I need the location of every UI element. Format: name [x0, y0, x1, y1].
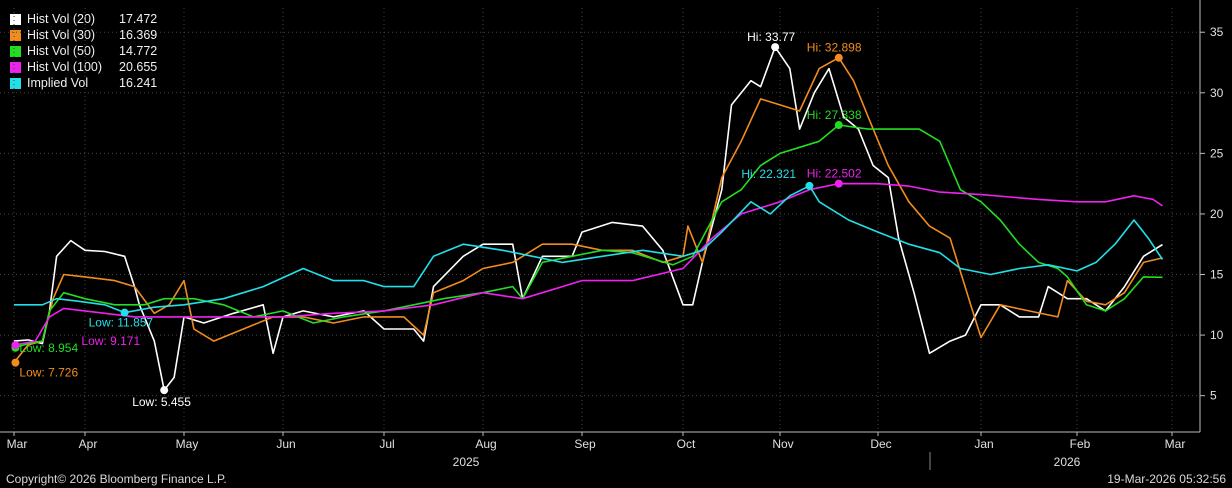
- legend-item: Hist Vol (30) 16.369: [10, 27, 157, 43]
- high-marker: [834, 179, 843, 188]
- timestamp-text: 19-Mar-2026 05:32:56: [1107, 472, 1226, 486]
- series-line: [13, 46, 1163, 391]
- low-label: Low: 5.455: [132, 395, 191, 409]
- low-label: Low: 7.726: [19, 366, 78, 380]
- x-tick-label: May: [176, 437, 199, 451]
- legend-item: Hist Vol (100) 20.655: [10, 59, 157, 75]
- x-tick-label: Oct: [677, 437, 696, 451]
- x-tick-label: Dec: [870, 437, 891, 451]
- low-label: Low: 11.857: [89, 316, 154, 330]
- y-tick-label: 5: [1210, 389, 1217, 403]
- y-tick-label: 20: [1210, 207, 1224, 221]
- series-line: [13, 56, 1163, 364]
- x-tick-label: Mar: [1165, 437, 1186, 451]
- legend-series-name: Hist Vol (30): [27, 28, 96, 42]
- y-tick-label: 35: [1210, 25, 1224, 39]
- legend-swatch: [10, 77, 21, 89]
- legend-swatch: [10, 13, 21, 25]
- high-marker: [834, 53, 843, 62]
- legend-last-value: 17.472: [119, 12, 158, 26]
- low-label: Low: 8.954: [19, 341, 78, 355]
- legend-swatch: [10, 45, 21, 57]
- x-tick-label: Jun: [276, 437, 295, 451]
- y-tick-label: 25: [1210, 146, 1224, 160]
- high-marker: [805, 181, 814, 190]
- legend-series-name: Hist Vol (50): [27, 44, 96, 58]
- low-marker: [11, 341, 20, 350]
- copyright-text: Copyright© 2026 Bloomberg Finance L.P.: [6, 472, 227, 486]
- y-tick-label: 15: [1210, 268, 1224, 282]
- x-tick-label: Mar: [7, 437, 28, 451]
- x-tick-label: Jul: [379, 437, 394, 451]
- low-label: Low: 9.171: [81, 334, 140, 348]
- legend-last-value: 16.369: [119, 28, 158, 42]
- high-label: Hi: 33.77: [747, 30, 795, 44]
- chart-legend: Hist Vol (20) 17.472 Hist Vol (30) 16.369 Hi…: [10, 11, 157, 91]
- legend-swatch: [10, 61, 21, 73]
- x-tick-label: Sep: [574, 437, 596, 451]
- legend-last-value: 14.772: [119, 44, 158, 58]
- legend-item: Hist Vol (20) 17.472: [10, 11, 157, 27]
- legend-last-value: 20.655: [119, 60, 158, 74]
- legend-swatch: [10, 29, 21, 41]
- legend-series-name: Hist Vol (20): [27, 12, 96, 26]
- low-marker: [160, 386, 169, 395]
- x-tick-label: Jan: [974, 437, 993, 451]
- high-label: Hi: 27.338: [807, 108, 862, 122]
- series-line: [14, 185, 1164, 314]
- y-tick-label: 30: [1210, 86, 1224, 100]
- low-marker: [120, 308, 129, 317]
- footer: Copyright© 2026 Bloomberg Finance L.P. 1…: [0, 470, 1232, 488]
- high-label: Hi: 22.502: [807, 167, 862, 181]
- high-marker: [771, 43, 780, 52]
- high-marker: [834, 121, 843, 130]
- legend-series-name: Implied Vol: [27, 76, 89, 90]
- legend-item: Implied Vol 16.241: [10, 75, 157, 91]
- x-tick-label: Nov: [772, 437, 793, 451]
- x-tick-label: Apr: [79, 437, 98, 451]
- series-line: [13, 182, 1163, 346]
- low-marker: [11, 358, 20, 367]
- high-label: Hi: 32.898: [807, 41, 862, 55]
- x-tick-label: Aug: [475, 437, 496, 451]
- legend-series-name: Hist Vol (100): [27, 60, 103, 74]
- series-line: [13, 124, 1163, 349]
- legend-item: Hist Vol (50) 14.772: [10, 43, 157, 59]
- y-tick-label: 10: [1210, 328, 1224, 342]
- x-tick-label: Feb: [1070, 437, 1091, 451]
- high-label: Hi: 22.321: [741, 167, 796, 181]
- year-label: 2026: [1054, 455, 1081, 469]
- year-label: 2025: [453, 455, 480, 469]
- legend-last-value: 16.241: [119, 76, 158, 90]
